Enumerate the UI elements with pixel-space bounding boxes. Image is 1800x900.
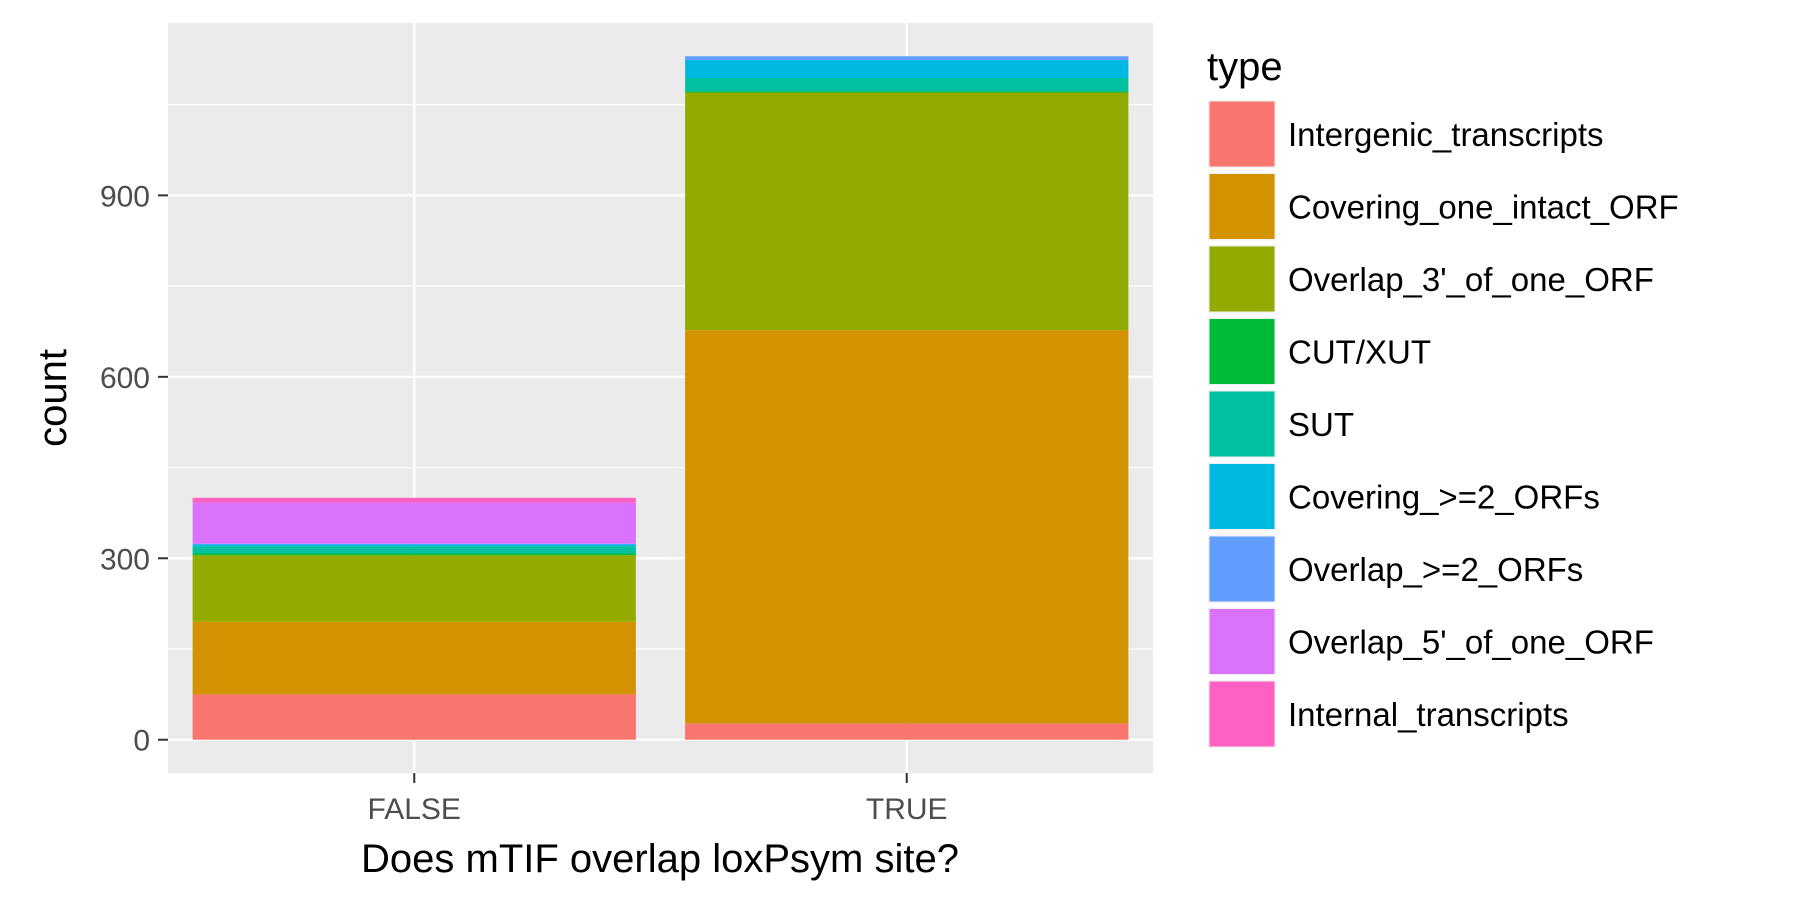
legend-swatch (1209, 246, 1275, 312)
bars (192, 56, 1129, 740)
legend: type Intergenic_transcripts Covering_one_… (1207, 45, 1679, 748)
legend-label: Overlap_3'_of_one_ORF (1288, 261, 1654, 298)
bar-segment (192, 555, 636, 622)
legend-swatch (1209, 319, 1275, 384)
legend-swatch (1209, 609, 1275, 674)
bar-segment (192, 694, 636, 740)
legend-label: Intergenic_transcripts (1288, 116, 1603, 153)
bar-segment (685, 59, 1129, 79)
y-tick-label: 600 (100, 362, 150, 395)
legend-label: Covering_one_intact_ORF (1288, 189, 1679, 226)
legend-label: Overlap_>=2_ORFs (1288, 551, 1583, 588)
legend-label: CUT/XUT (1288, 334, 1431, 371)
bar-segment (685, 56, 1129, 60)
bar-segment (192, 621, 636, 695)
y-tick-label: 900 (100, 180, 150, 213)
x-tick-label: FALSE (368, 793, 461, 826)
bar-segment (192, 497, 636, 503)
y-tick-label: 0 (133, 725, 150, 758)
y-axis-title: count (31, 349, 75, 447)
legend-swatch (1209, 174, 1275, 239)
legend-swatch (1209, 536, 1275, 602)
bar-segment (192, 546, 636, 554)
bar-segment (685, 91, 1129, 93)
legend-label: SUT (1288, 406, 1354, 443)
x-tick-label: TRUE (866, 793, 948, 826)
x-axis: FALSE TRUE (368, 773, 948, 826)
legend-title: type (1207, 45, 1283, 89)
bar-segment (192, 544, 636, 547)
bar-segment (685, 330, 1129, 724)
legend-items: Intergenic_transcripts Covering_one_intac… (1208, 100, 1679, 748)
legend-swatch (1209, 101, 1275, 167)
bar-segment (685, 92, 1129, 331)
legend-swatch (1209, 464, 1275, 529)
bar-segment (192, 553, 636, 556)
bar-segment (192, 543, 636, 545)
legend-swatch (1209, 681, 1275, 747)
legend-label: Covering_>=2_ORFs (1288, 479, 1600, 516)
bar-segment (192, 502, 636, 544)
x-axis-title: Does mTIF overlap loxPsym site? (361, 837, 959, 881)
y-tick-label: 300 (100, 543, 150, 576)
legend-label: Internal_transcripts (1288, 696, 1569, 733)
bar-segment (685, 78, 1129, 92)
y-axis: 0 300 600 900 (100, 180, 168, 758)
legend-swatch (1209, 391, 1275, 457)
bar-segment (685, 723, 1129, 740)
legend-label: Overlap_5'_of_one_ORF (1288, 624, 1654, 661)
